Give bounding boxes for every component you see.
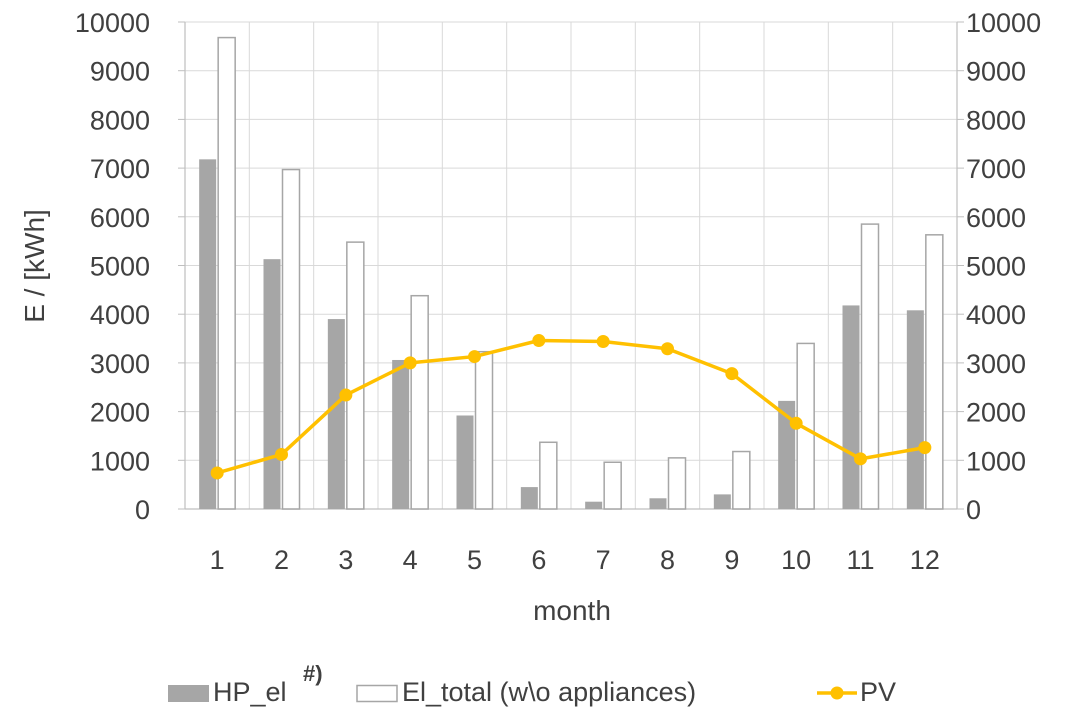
bar-hp-el	[778, 400, 796, 509]
bar-hp-el	[906, 310, 924, 509]
x-tick-label: 9	[724, 545, 739, 575]
y2-tick-label: 0	[966, 495, 981, 525]
bar-hp-el	[456, 415, 474, 509]
pv-series-line	[216, 338, 926, 475]
y2-tick-label: 6000	[966, 203, 1026, 233]
legend-label-el-total: El_total (w\o appliances)	[402, 677, 696, 707]
pv-point	[468, 350, 481, 364]
bar-el-total	[667, 457, 687, 510]
bar-hp-el	[842, 305, 860, 509]
x-tick-label: 6	[531, 545, 546, 575]
y-tick-label: 3000	[90, 349, 150, 379]
x-tick-label: 1	[210, 545, 225, 575]
pv-point	[210, 466, 224, 480]
y-axis-title: E / [kWh]	[19, 209, 50, 323]
bar-el-total	[474, 350, 494, 510]
x-tick-label: 10	[781, 545, 811, 575]
bar-hp-el	[263, 259, 281, 509]
y-tick-label: 7000	[90, 154, 150, 184]
y2-tick-label: 2000	[966, 398, 1026, 428]
y-tick-label: 2000	[90, 398, 150, 428]
x-tick-label: 4	[403, 545, 418, 575]
pv-point	[339, 388, 353, 402]
y-tick-label: 4000	[90, 300, 150, 330]
bar-hp-el	[392, 359, 410, 509]
y2-tick-label: 10000	[966, 8, 1041, 38]
pv-point	[403, 356, 417, 370]
y2-tick-labels: 0 1000 2000 3000 4000 5000 6000 7000 8000 9000 100…	[966, 8, 1041, 525]
pv-point	[596, 334, 610, 348]
pv-point	[725, 367, 739, 381]
pv-point	[854, 452, 867, 466]
legend: HP_el #) El_total (w\o appliances) PV	[168, 661, 896, 707]
bar-hp-el	[585, 501, 603, 509]
pv-point	[789, 416, 803, 430]
legend-swatch-el-total	[356, 684, 398, 703]
y2-tick-label: 9000	[966, 57, 1026, 87]
y2-tick-label: 8000	[966, 105, 1026, 135]
x-tick-label: 3	[338, 545, 353, 575]
legend-label-hp-el-superscript: #)	[303, 661, 323, 686]
legend-swatch-pv-marker	[830, 686, 844, 700]
bar-el-total	[410, 294, 429, 510]
y2-tick-label: 5000	[966, 252, 1026, 282]
bar-el-total	[925, 234, 944, 510]
bar-el-total	[217, 36, 236, 510]
y-tick-label: 6000	[90, 203, 150, 233]
x-tick-label: 8	[660, 545, 675, 575]
y-tick-label: 10000	[75, 8, 150, 38]
bar-el-total	[346, 241, 365, 510]
x-tick-label: 12	[910, 545, 940, 575]
legend-swatch-hp-el	[168, 685, 209, 702]
pv-point	[532, 333, 546, 347]
bar-hp-el	[199, 159, 217, 510]
bar-el-total	[603, 461, 622, 510]
pv-point	[275, 447, 288, 461]
x-tick-label: 11	[846, 545, 874, 575]
y-tick-label: 0	[135, 495, 150, 525]
y-tick-label: 8000	[90, 105, 150, 135]
y-tick-labels: 0 1000 2000 3000 4000 5000 6000 7000 8000 9000 100…	[75, 8, 150, 525]
y2-tick-label: 4000	[966, 300, 1026, 330]
x-axis-title: month	[533, 595, 611, 626]
y2-tick-label: 3000	[966, 349, 1026, 379]
x-tick-label: 7	[596, 545, 611, 575]
axes	[178, 21, 964, 510]
bar-el-total	[860, 223, 880, 510]
bar-hp-el	[327, 319, 345, 509]
bar-el-total	[281, 168, 301, 510]
bar-el-total	[539, 441, 558, 510]
x-tick-label: 5	[467, 545, 482, 575]
pv-point	[918, 441, 932, 455]
bar-hp-el	[520, 487, 538, 509]
bar-hp-el	[649, 498, 667, 509]
pv-line	[210, 333, 932, 480]
y-tick-label: 1000	[90, 446, 150, 476]
bar-hp-el	[713, 494, 731, 509]
bars	[199, 36, 944, 510]
legend-label-hp-el: HP_el	[213, 677, 287, 707]
y-tick-label: 9000	[90, 57, 150, 87]
x-tick-labels: 1 2 3 4 5 6 7 8 9 10 11 12	[210, 545, 940, 575]
bar-el-total	[732, 450, 751, 510]
y-tick-label: 5000	[90, 252, 150, 282]
y2-tick-label: 1000	[966, 446, 1026, 476]
gridlines	[185, 21, 957, 509]
legend-label-pv: PV	[860, 677, 896, 707]
x-tick-label: 2	[274, 545, 289, 575]
y2-tick-label: 7000	[966, 154, 1026, 184]
pv-point	[661, 342, 674, 356]
